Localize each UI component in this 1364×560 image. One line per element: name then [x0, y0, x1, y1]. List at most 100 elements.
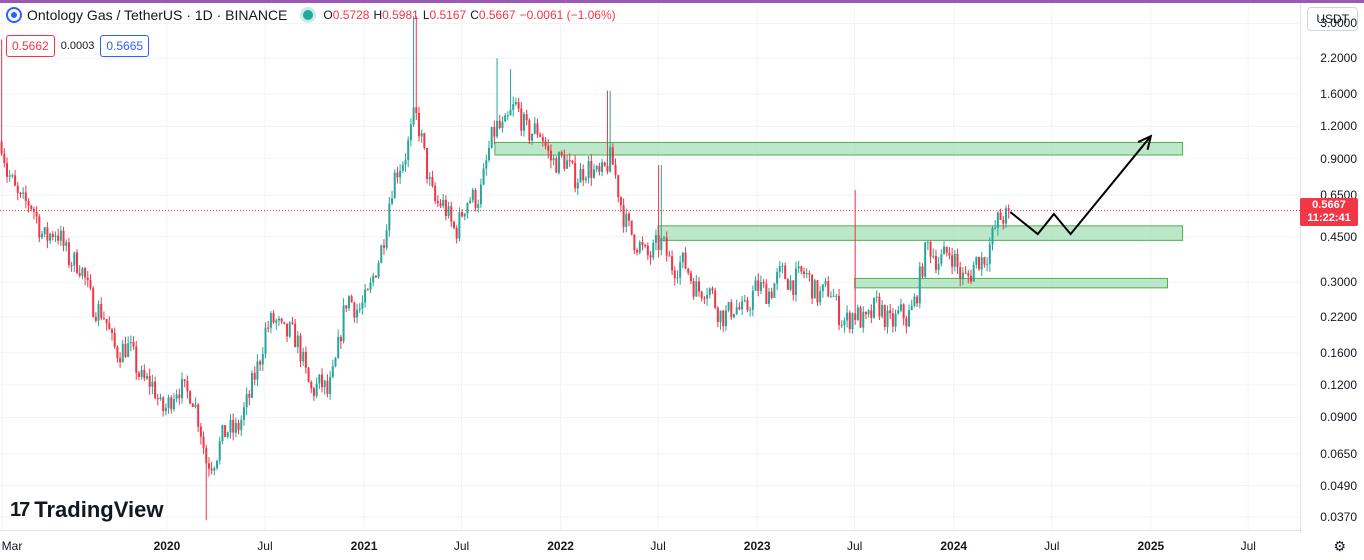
candle-body	[665, 237, 668, 256]
chart-plot-area[interactable]	[0, 3, 1300, 530]
spread-value: 0.0003	[60, 40, 95, 52]
currency-selector[interactable]: USDT	[1307, 7, 1358, 31]
candle-body	[251, 373, 254, 398]
buy-price-button[interactable]: 0.5665	[100, 35, 150, 57]
candle-body	[522, 114, 525, 131]
candle-body	[854, 313, 857, 320]
candle-body	[579, 169, 582, 183]
price-tick-label: 0.0650	[1320, 446, 1357, 461]
candle-body	[848, 312, 851, 330]
candle-body	[668, 255, 671, 257]
price-tick-label: 0.2200	[1320, 309, 1357, 324]
candle-body	[197, 404, 200, 427]
time-tick-label: Jul	[453, 539, 470, 553]
candle-body	[86, 277, 89, 281]
time-tick-label: 2023	[743, 539, 771, 553]
candle-body	[143, 369, 146, 379]
candle-body	[708, 288, 711, 296]
candle-body	[329, 376, 332, 394]
candle-body	[218, 441, 221, 461]
candle-body	[627, 213, 630, 221]
ohlc-close-label: C	[470, 8, 479, 22]
candle-body	[100, 304, 103, 319]
candle-body	[496, 120, 499, 137]
candle-body	[151, 381, 154, 387]
candle-body	[450, 206, 453, 222]
candle-body	[307, 367, 310, 383]
candle-body	[808, 273, 811, 275]
candle-body	[361, 302, 364, 309]
candle-body	[646, 245, 649, 256]
candle-body	[541, 136, 544, 142]
candle-body	[743, 300, 746, 302]
candle-body	[73, 252, 76, 266]
time-tick-label: Mar	[1, 539, 23, 553]
candle-body	[557, 152, 560, 173]
candle-body	[372, 275, 375, 283]
candle-body	[902, 304, 905, 319]
candle-body	[940, 254, 943, 264]
candle-body	[391, 198, 394, 204]
candle-body	[660, 238, 663, 251]
candle-body	[805, 273, 808, 275]
candle-body	[463, 213, 466, 217]
candle-body	[714, 290, 717, 308]
candle-body	[164, 407, 167, 412]
candle-body	[41, 234, 44, 238]
candle-body	[108, 323, 111, 330]
candle-body	[531, 133, 534, 141]
candle-body	[986, 263, 989, 265]
candle-body	[70, 264, 73, 266]
candle-body	[194, 404, 197, 407]
candle-body	[205, 447, 208, 464]
candle-body	[875, 296, 878, 298]
candle-body	[972, 264, 975, 282]
candle-body	[598, 166, 601, 172]
candle-body	[552, 158, 555, 161]
candle-body	[234, 422, 237, 433]
candle-body	[119, 358, 122, 363]
candle-body	[641, 242, 644, 246]
candle-body	[792, 280, 795, 296]
tradingview-mark-icon: 17	[10, 498, 30, 521]
candle-body	[326, 380, 329, 394]
time-tick-label: Jul	[257, 539, 273, 553]
candle-body	[286, 323, 289, 337]
candle-body	[867, 310, 870, 315]
candle-body	[226, 432, 229, 437]
candle-body	[267, 327, 270, 329]
candle-body	[272, 313, 275, 323]
candle-body	[94, 316, 97, 321]
candle-body	[364, 289, 367, 303]
candle-body	[897, 310, 900, 314]
candle-body	[382, 245, 385, 248]
sell-price-button[interactable]: 0.5662	[6, 35, 55, 57]
candlestick-chart[interactable]	[0, 3, 1300, 530]
candle-body	[611, 147, 614, 165]
candle-body	[544, 141, 547, 146]
candle-body	[280, 318, 283, 322]
candle-body	[948, 252, 951, 256]
candle-body	[137, 372, 140, 377]
candle-body	[202, 436, 205, 448]
candle-body	[889, 310, 892, 314]
candle-body	[945, 246, 948, 253]
tradingview-logo[interactable]: 17 TradingView	[10, 497, 163, 523]
candle-body	[294, 323, 297, 348]
candle-body	[59, 230, 62, 241]
candle-body	[224, 425, 227, 437]
candle-body	[910, 305, 913, 311]
candle-body	[856, 307, 859, 320]
candle-body	[275, 320, 278, 323]
symbol-legend: Ontology Gas / TetherUS · 1D · BINANCE O…	[6, 7, 616, 23]
time-tick-label: Jul	[650, 539, 666, 553]
time-axis[interactable]: Mar 2020 Jul 2021 Jul 2022 Jul 2023 Jul 2024 Jul 20…	[0, 530, 1300, 560]
candle-body	[899, 304, 902, 311]
gear-icon[interactable]: ⚙	[1333, 538, 1346, 554]
candle-body	[191, 403, 194, 407]
price-axis[interactable]: 3.0000 2.2000 1.6000 1.2000 0.9000 0.6500 0.45…	[1300, 3, 1364, 533]
ohlc-low-label: L	[422, 8, 430, 22]
support-resistance-zone	[494, 141, 1184, 156]
symbol-title[interactable]: Ontology Gas / TetherUS · 1D · BINANCE	[27, 7, 288, 23]
candle-body	[681, 252, 684, 263]
